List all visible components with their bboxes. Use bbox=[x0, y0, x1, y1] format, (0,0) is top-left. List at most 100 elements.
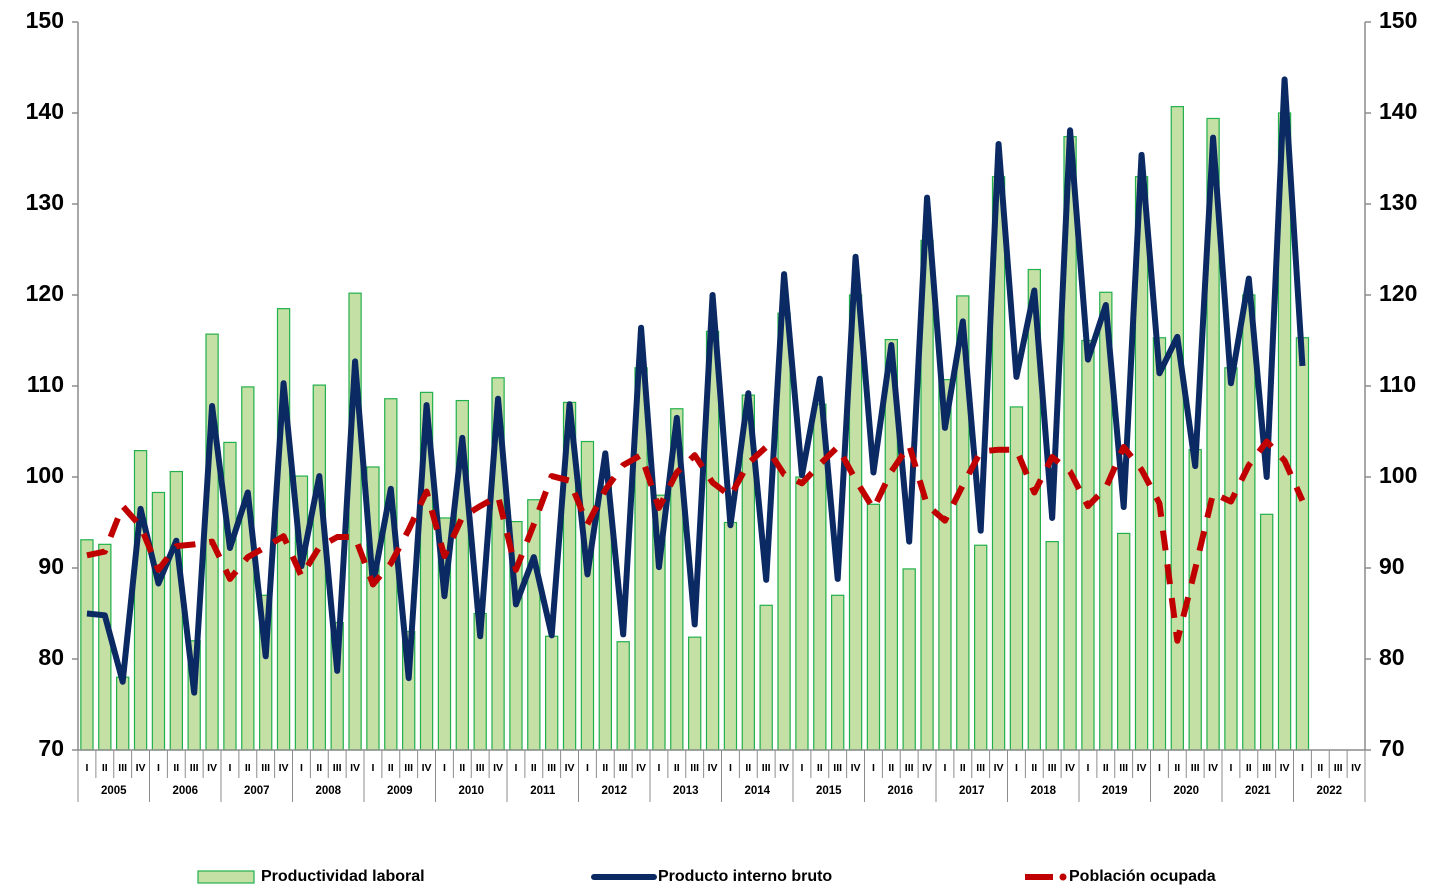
x-tick-label: IV bbox=[1137, 762, 1147, 774]
bar bbox=[1081, 339, 1095, 751]
bar bbox=[1295, 337, 1310, 751]
y2-tick-label: 140 bbox=[1379, 98, 1417, 124]
x-tick-label: IV bbox=[779, 762, 789, 774]
bar bbox=[866, 503, 881, 751]
bar bbox=[580, 440, 595, 751]
y2-tick-label: 110 bbox=[1379, 371, 1416, 397]
x-tick-label: IV bbox=[207, 762, 217, 774]
y2-tick-label: 80 bbox=[1379, 644, 1405, 670]
x-tick-label: I bbox=[586, 762, 589, 774]
year-label: 2016 bbox=[887, 785, 913, 797]
y-tick-label: 130 bbox=[26, 189, 64, 215]
x-tick-label: II bbox=[745, 762, 751, 774]
year-label: 2006 bbox=[172, 785, 198, 797]
x-tick-label: III bbox=[833, 762, 842, 774]
y-tick-label: 110 bbox=[27, 371, 64, 397]
x-tick-label: II bbox=[173, 762, 179, 774]
legend-label: Productividad laboral bbox=[261, 868, 425, 885]
x-tick-label: IV bbox=[279, 762, 289, 774]
legend-swatch bbox=[197, 870, 255, 884]
x-tick-label: I bbox=[300, 762, 303, 774]
y-tick-label: 150 bbox=[26, 7, 64, 33]
x-tick-label: II bbox=[960, 762, 966, 774]
x-tick-label: IV bbox=[350, 762, 360, 774]
x-tick-label: IV bbox=[636, 762, 646, 774]
bar bbox=[151, 491, 166, 751]
bar bbox=[276, 308, 291, 751]
bar bbox=[223, 441, 237, 751]
x-tick-label: II bbox=[1246, 762, 1252, 774]
year-label: 2013 bbox=[673, 785, 699, 797]
x-tick-label: III bbox=[118, 762, 127, 774]
bar bbox=[616, 641, 630, 751]
year-label: 2010 bbox=[458, 785, 484, 797]
x-tick-label: I bbox=[729, 762, 732, 774]
x-tick-label: I bbox=[657, 762, 660, 774]
y-tick-label: 90 bbox=[38, 553, 64, 579]
year-label: 2005 bbox=[101, 785, 127, 797]
x-tick-label: II bbox=[316, 762, 322, 774]
bar bbox=[312, 384, 326, 751]
y2-tick-label: 90 bbox=[1379, 553, 1405, 579]
year-label: 2007 bbox=[244, 785, 270, 797]
x-tick-label: IV bbox=[851, 762, 861, 774]
x-tick-label: III bbox=[619, 762, 628, 774]
bar bbox=[241, 386, 255, 751]
x-tick-label: II bbox=[1174, 762, 1180, 774]
year-label: 2019 bbox=[1102, 785, 1128, 797]
x-tick-label: III bbox=[762, 762, 771, 774]
x-tick-label: I bbox=[85, 762, 88, 774]
x-tick-label: II bbox=[1031, 762, 1037, 774]
year-label: 2022 bbox=[1316, 785, 1342, 797]
x-tick-label: III bbox=[1119, 762, 1128, 774]
year-label: 2018 bbox=[1030, 785, 1056, 797]
bar bbox=[1117, 532, 1131, 751]
legend-swatch bbox=[1059, 873, 1067, 881]
x-tick-label: I bbox=[1301, 762, 1304, 774]
x-tick-label: III bbox=[1048, 762, 1057, 774]
x-tick-label: I bbox=[514, 762, 517, 774]
x-tick-label: III bbox=[333, 762, 342, 774]
year-label: 2020 bbox=[1173, 785, 1199, 797]
x-tick-label: IV bbox=[493, 762, 503, 774]
dashed-line bbox=[86, 438, 1306, 644]
year-label: 2011 bbox=[530, 785, 556, 797]
bar bbox=[1242, 294, 1256, 751]
x-tick-label: III bbox=[404, 762, 413, 774]
legend-label: Producto interno bruto bbox=[658, 868, 832, 885]
x-tick-label: III bbox=[547, 762, 556, 774]
x-tick-label: III bbox=[190, 762, 199, 774]
x-tick-label: IV bbox=[1065, 762, 1075, 774]
x-tick-label: II bbox=[102, 762, 108, 774]
year-label: 2014 bbox=[744, 785, 770, 797]
bar bbox=[688, 636, 702, 751]
x-tick-label: IV bbox=[708, 762, 718, 774]
x-tick-label: I bbox=[1086, 762, 1089, 774]
bar bbox=[133, 450, 148, 751]
bar bbox=[80, 539, 94, 751]
x-tick-label: IV bbox=[994, 762, 1004, 774]
bar bbox=[1260, 513, 1274, 751]
x-tick-label: I bbox=[228, 762, 231, 774]
x-tick-label: II bbox=[817, 762, 823, 774]
y2-tick-label: 120 bbox=[1379, 280, 1417, 306]
x-tick-label: III bbox=[905, 762, 914, 774]
y2-tick-label: 130 bbox=[1379, 189, 1417, 215]
year-label: 2015 bbox=[816, 785, 842, 797]
x-tick-label: I bbox=[943, 762, 946, 774]
x-tick-label: II bbox=[602, 762, 608, 774]
bar bbox=[831, 594, 845, 751]
x-tick-label: II bbox=[459, 762, 465, 774]
y2-tick-label: 150 bbox=[1379, 7, 1417, 33]
bar bbox=[759, 604, 773, 751]
year-label: 2009 bbox=[387, 785, 413, 797]
x-tick-label: III bbox=[261, 762, 270, 774]
year-label: 2012 bbox=[601, 785, 627, 797]
x-tick-label: III bbox=[1262, 762, 1271, 774]
x-tick-label: II bbox=[1103, 762, 1109, 774]
x-tick-label: IV bbox=[136, 762, 146, 774]
bar bbox=[98, 543, 112, 751]
x-tick-label: II bbox=[388, 762, 394, 774]
bar bbox=[116, 676, 130, 751]
bar bbox=[938, 379, 952, 751]
